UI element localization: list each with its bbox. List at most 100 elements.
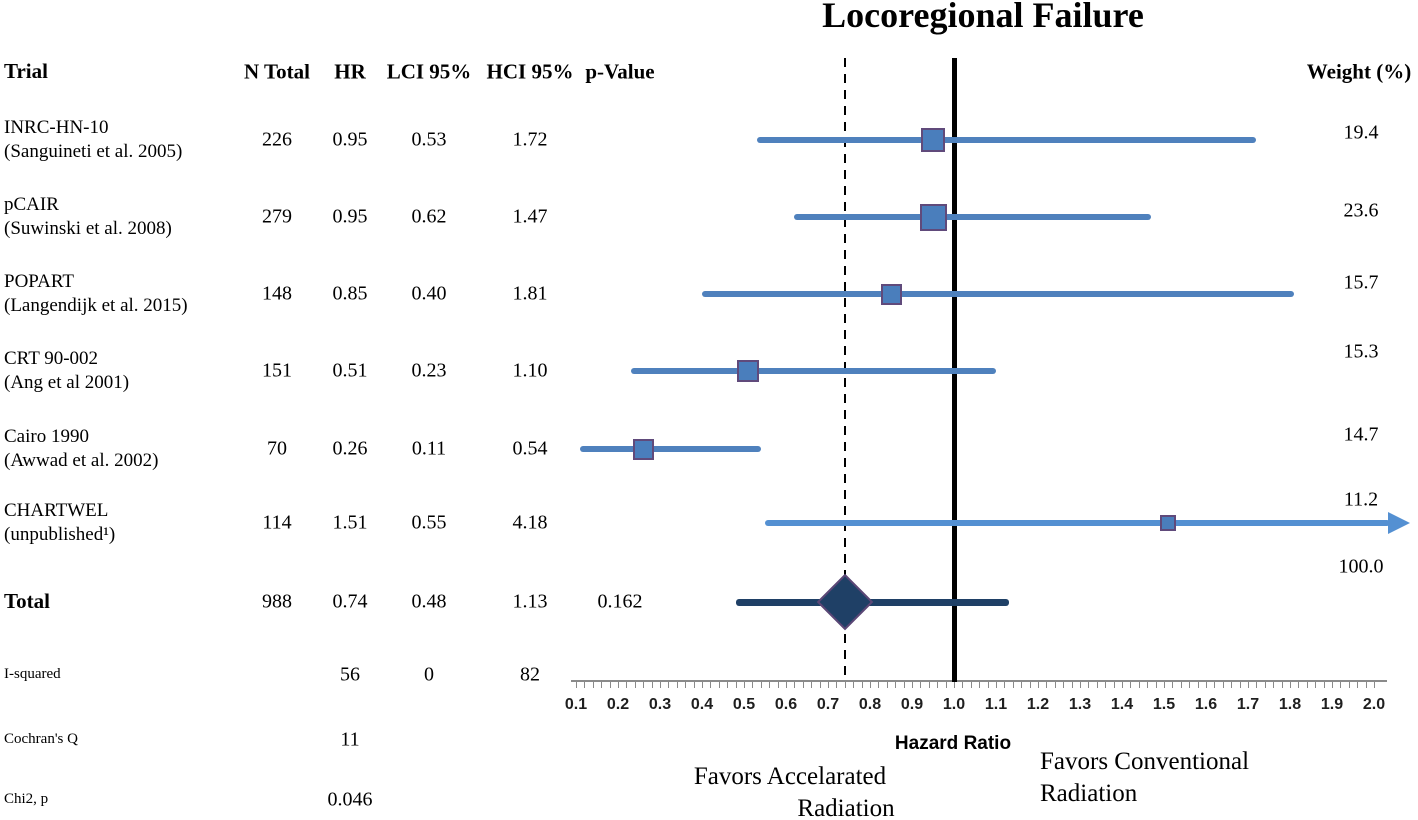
axis-tick <box>718 682 720 688</box>
axis-tick <box>1004 682 1006 688</box>
stat-value-lci: 0 <box>424 663 434 686</box>
trial-row-label: INRC-HN-10 (Sanguineti et al. 2005) <box>4 116 182 164</box>
chart-title: Locoregional Failure <box>822 0 1144 35</box>
cell-lci: 0.40 <box>411 282 447 305</box>
axis-tick <box>1147 682 1149 688</box>
total-lci: 0.48 <box>411 590 447 613</box>
cell-hr: 0.85 <box>332 282 368 305</box>
axis-tick <box>1080 682 1081 688</box>
axis-tick <box>1088 682 1090 688</box>
axis-tick <box>895 682 897 688</box>
axis-tick <box>592 682 594 688</box>
ci-line <box>580 446 761 452</box>
axis-tick <box>1038 682 1039 688</box>
cell-n-total: 70 <box>267 437 287 460</box>
cell-n-total: 151 <box>262 359 292 382</box>
axis-tick <box>1357 682 1359 688</box>
trial-citation: (Awwad et al. 2002) <box>4 450 159 471</box>
axis-tick <box>1239 682 1241 688</box>
axis-tick <box>1172 682 1174 688</box>
total-diamond <box>816 573 874 631</box>
axis-tick-label: 0.3 <box>648 696 672 713</box>
axis-tick <box>1046 682 1048 688</box>
trial-name: pCAIR <box>4 194 59 215</box>
axis-tick-label: 0.6 <box>774 696 798 713</box>
axis-tick <box>584 682 586 688</box>
axis-tick <box>903 682 905 688</box>
col-header-lci: LCI 95% <box>386 59 472 84</box>
axis-tick <box>853 682 855 688</box>
axis-tick <box>979 682 981 688</box>
ci-arrow-right-icon <box>1388 512 1410 534</box>
axis-tick <box>912 682 913 688</box>
total-row-label: Total <box>4 589 50 613</box>
axis-tick <box>752 682 754 688</box>
axis-tick <box>1029 682 1031 688</box>
axis-tick-label: 0.7 <box>816 696 840 713</box>
x-axis-title: Hazard Ratio <box>894 733 1012 754</box>
ci-line <box>756 137 1257 143</box>
axis-tick <box>920 682 922 688</box>
axis-tick <box>811 682 813 688</box>
axis-tick <box>693 682 695 688</box>
axis-tick <box>1138 682 1140 688</box>
trial-row-label: CRT 90-002 (Ang et al 2001) <box>4 347 129 395</box>
weight-value: 11.2 <box>1343 488 1379 511</box>
cell-hr: 1.51 <box>332 511 368 534</box>
trial-citation: (unpublished¹) <box>4 524 116 545</box>
axis-tick <box>702 682 703 688</box>
axis-tick <box>878 682 880 688</box>
weight-value: 23.6 <box>1343 199 1379 222</box>
axis-tick <box>836 682 838 688</box>
axis-tick <box>970 682 972 688</box>
ci-line <box>630 368 996 374</box>
axis-tick <box>1315 682 1317 688</box>
axis-tick <box>886 682 888 688</box>
axis-tick <box>928 682 930 688</box>
cell-hr: 0.95 <box>332 128 368 151</box>
axis-tick <box>685 682 687 688</box>
col-header-hci: HCI 95% <box>486 59 574 84</box>
axis-tick <box>1180 682 1182 688</box>
axis-tick <box>819 682 821 688</box>
axis-tick-label: 1.2 <box>1026 696 1050 713</box>
axis-tick <box>1122 682 1123 688</box>
axis-tick <box>802 682 804 688</box>
axis-tick-label: 1.1 <box>984 696 1008 713</box>
axis-tick <box>937 682 939 688</box>
trial-row-label: CHARTWEL (unpublished¹) <box>4 499 115 547</box>
axis-tick-label: 0.8 <box>858 696 882 713</box>
study-marker <box>632 438 654 460</box>
axis-tick <box>735 682 737 688</box>
total-hr: 0.74 <box>332 590 368 613</box>
axis-tick <box>1256 682 1258 688</box>
favors-left-line1: Favors Accelarated <box>693 763 887 790</box>
axis-tick <box>996 682 997 688</box>
axis-tick <box>1290 682 1291 688</box>
axis-tick-label: 1.4 <box>1110 696 1134 713</box>
axis-tick <box>1231 682 1233 688</box>
axis-tick <box>1273 682 1275 688</box>
stat-value-hci: 82 <box>520 663 540 686</box>
axis-tick-label: 1.6 <box>1194 696 1218 713</box>
axis-tick-label: 1.9 <box>1320 696 1344 713</box>
cell-n-total: 114 <box>262 511 292 534</box>
col-header-p-value: p-Value <box>585 59 655 84</box>
cell-hci: 1.72 <box>512 128 548 151</box>
cell-lci: 0.55 <box>411 511 447 534</box>
trial-row-label: POPART (Langendijk et al. 2015) <box>4 270 188 318</box>
axis-tick <box>760 682 762 688</box>
total-n-total: 988 <box>262 590 292 613</box>
axis-tick <box>1281 682 1283 688</box>
axis-tick-label: 0.5 <box>732 696 756 713</box>
axis-tick <box>1113 682 1115 688</box>
trial-row-label: pCAIR (Suwinski et al. 2008) <box>4 193 172 241</box>
cell-hci: 1.47 <box>512 205 548 228</box>
cell-n-total: 148 <box>262 282 292 305</box>
stat-value-hr: 11 <box>340 728 360 751</box>
axis-tick-label: 1.3 <box>1068 696 1092 713</box>
axis-tick <box>1264 682 1266 688</box>
axis-tick <box>1340 682 1342 688</box>
col-header-trial: Trial <box>4 59 48 83</box>
